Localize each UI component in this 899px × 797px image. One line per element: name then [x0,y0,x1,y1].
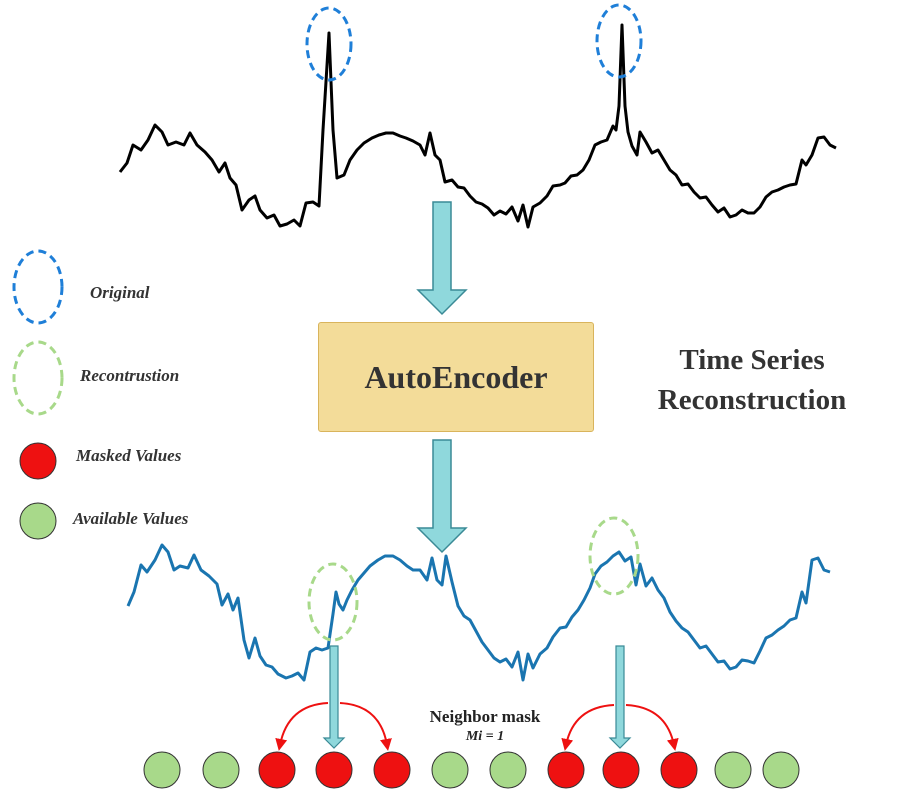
mask-sequence [143,751,800,789]
neighbor-mask-title: Neighbor mask [429,707,541,726]
legend-masked-marker [19,442,57,480]
available-value-circle [202,751,240,789]
available-value-circle [143,751,181,789]
available-value-circle [762,751,800,789]
down-arrow-to-autoencoder [416,201,468,316]
available-value-circle [714,751,752,789]
legend-available-label: Available Values [73,509,189,528]
down-arrow-from-autoencoder [416,439,468,554]
diagram-title: Time Series Reconstruction [632,340,872,420]
reconstructed-series-line [126,543,831,682]
legend-available-marker [19,502,57,540]
title-line-1: Time Series [679,344,825,376]
neighbor-arrow-left-1 [275,702,329,751]
autoencoder-label: AutoEncoder [364,358,548,395]
legend-original-marker [12,249,64,325]
legend-reconstruction-marker [12,340,64,416]
available-value-circle [489,751,527,789]
original-marker-1 [305,6,353,82]
original-marker-2 [595,3,643,79]
masked-value-circle [373,751,411,789]
original-series-line [118,23,837,229]
mask-down-arrow-2 [608,645,632,749]
neighbor-mask-formula: Mi = 1 [465,729,505,744]
masked-value-circle [602,751,640,789]
neighbor-arrow-right-1 [339,702,392,751]
legend-reconstruction-label: Recontrustion [80,366,180,385]
available-value-circle [431,751,469,789]
masked-value-circle [258,751,296,789]
legend-masked-label: Masked Values [76,446,182,465]
neighbor-arrow-left-2 [561,704,615,751]
legend-original-label: Original [90,283,150,302]
masked-value-circle [315,751,353,789]
autoencoder-box: AutoEncoder [318,322,594,432]
reconstruction-marker-1 [307,562,359,642]
reconstruction-marker-2 [588,516,640,596]
masked-value-circle [660,751,698,789]
neighbor-arrow-right-2 [625,704,679,751]
title-line-2: Reconstruction [657,384,847,416]
mask-down-arrow-1 [322,645,346,749]
masked-value-circle [547,751,585,789]
